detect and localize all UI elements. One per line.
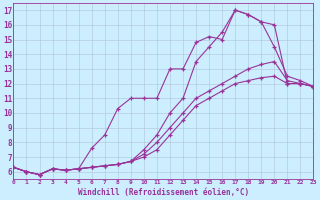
X-axis label: Windchill (Refroidissement éolien,°C): Windchill (Refroidissement éolien,°C) [78, 188, 249, 197]
